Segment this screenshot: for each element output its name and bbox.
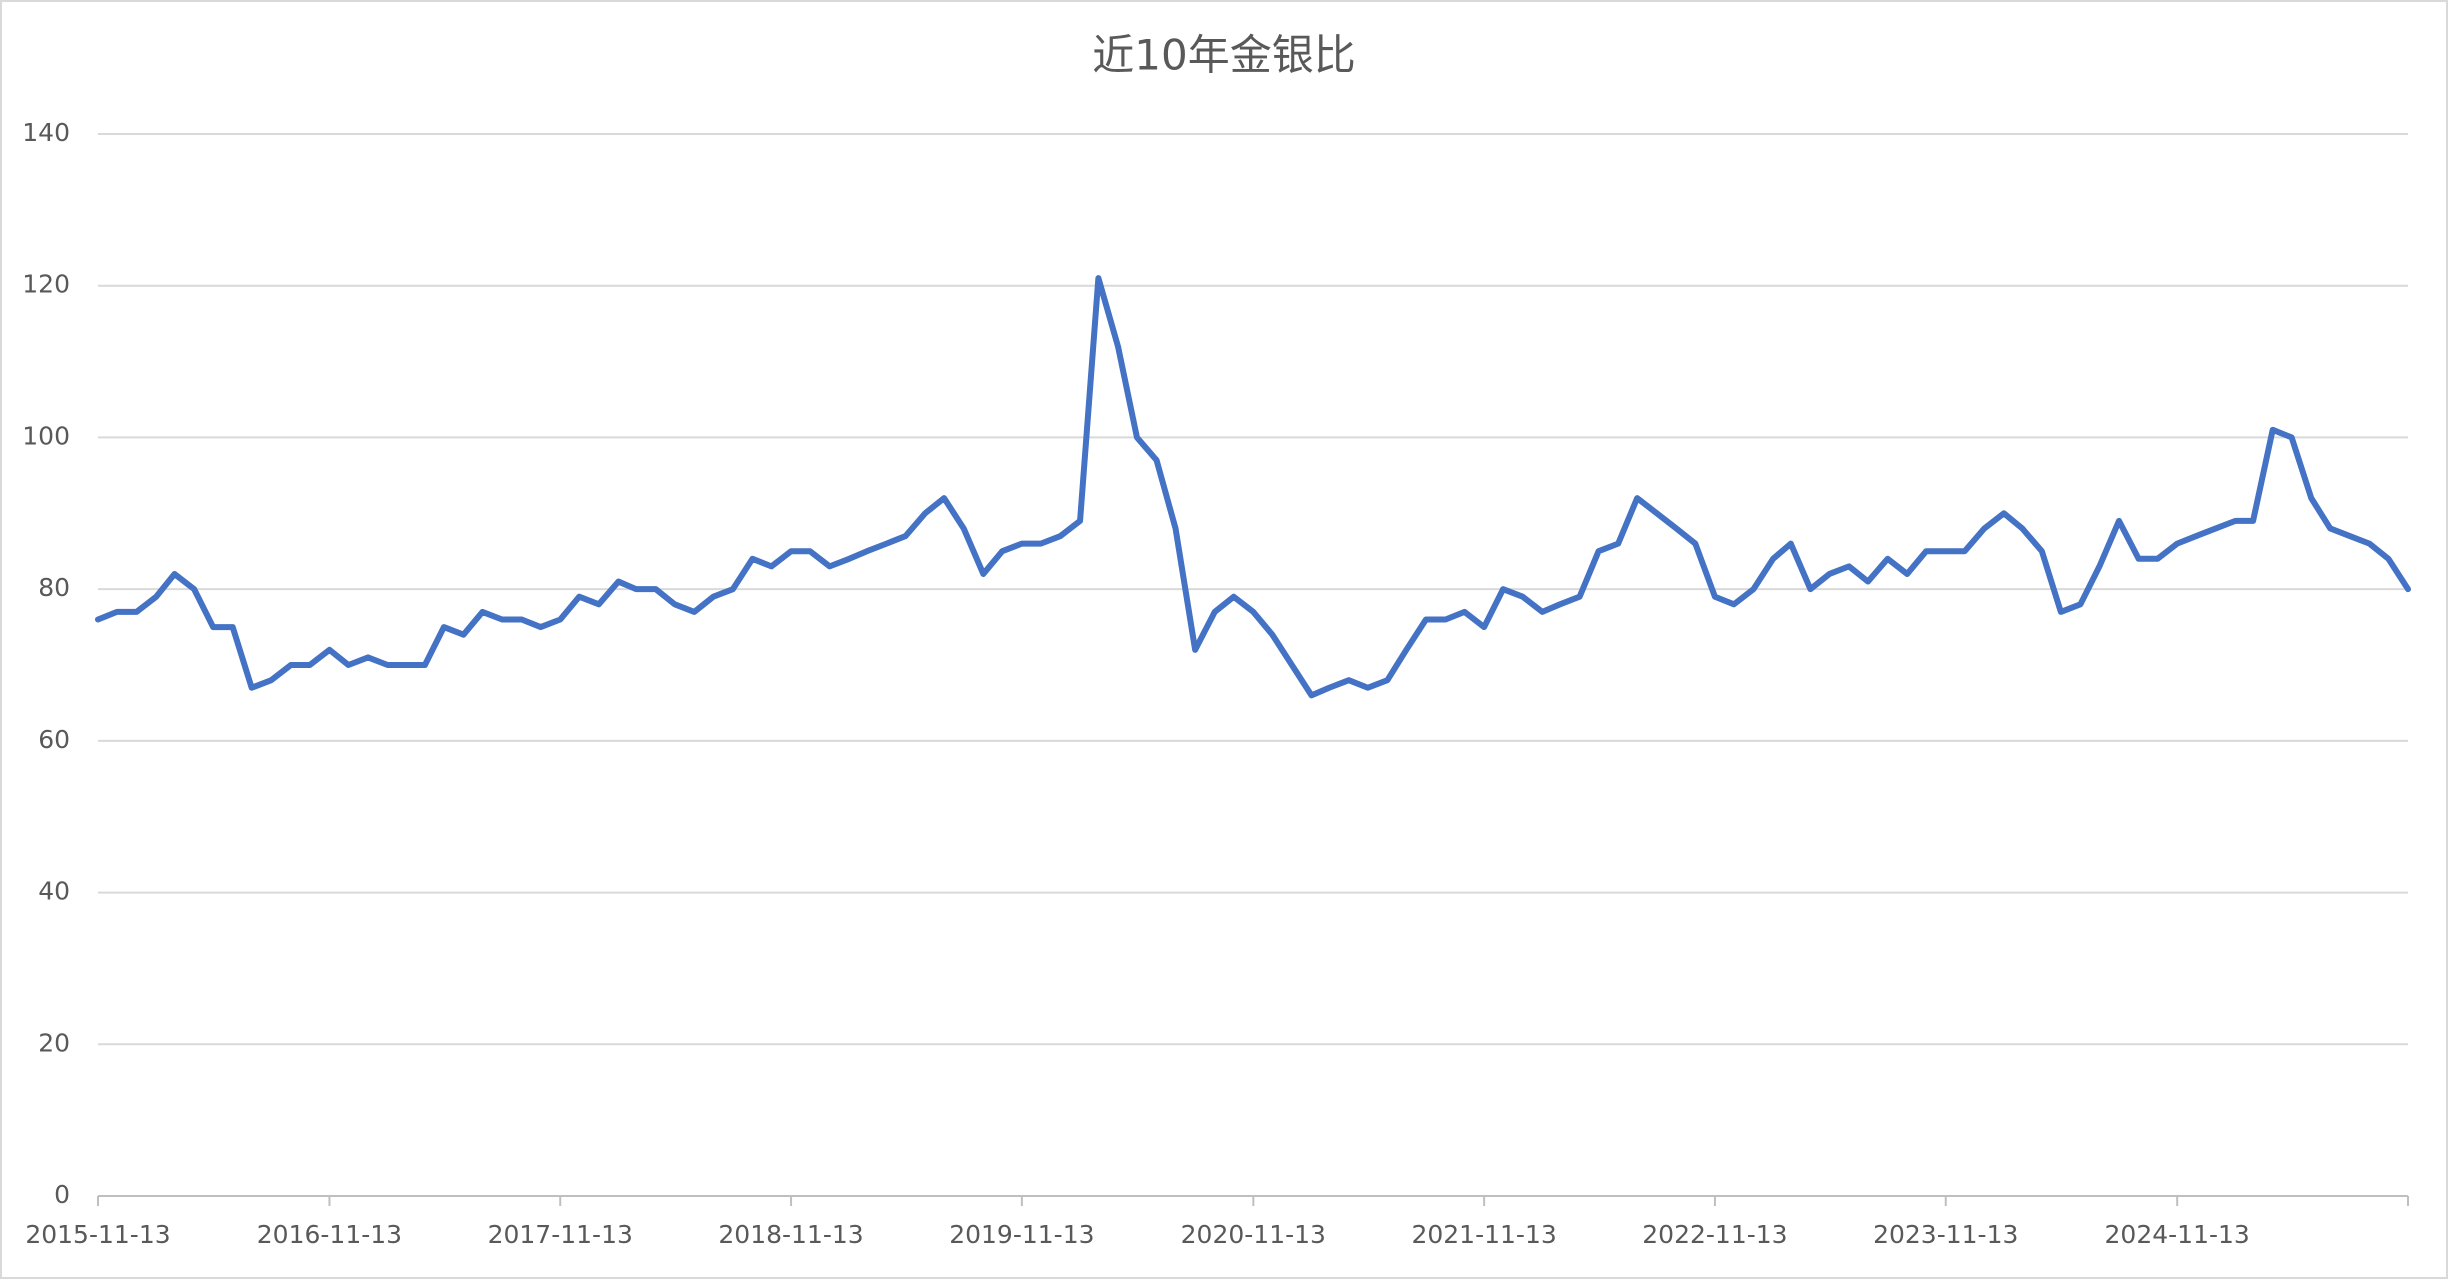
x-tick-label: 2022-11-13: [1642, 1220, 1787, 1249]
y-tick-label: 120: [22, 270, 70, 299]
x-tick-label: 2020-11-13: [1181, 1220, 1326, 1249]
x-tick-label: 2023-11-13: [1873, 1220, 2018, 1249]
y-tick-label: 20: [38, 1028, 70, 1057]
y-tick-label: 60: [38, 725, 70, 754]
x-tick-label: 2017-11-13: [488, 1220, 633, 1249]
y-tick-label: 0: [54, 1180, 70, 1209]
x-tick-label: 2019-11-13: [949, 1220, 1094, 1249]
x-tick-label: 2015-11-13: [25, 1220, 170, 1249]
y-tick-label: 100: [22, 421, 70, 450]
y-tick-label: 140: [22, 118, 70, 147]
data-line: [95, 275, 2411, 699]
x-tick-label: 2024-11-13: [2105, 1220, 2250, 1249]
y-tick-label: 40: [38, 877, 70, 906]
x-tick-label: 2016-11-13: [257, 1220, 402, 1249]
y-tick-label: 80: [38, 573, 70, 602]
x-tick-label: 2021-11-13: [1411, 1220, 1556, 1249]
chart-title: 近10年金银比: [1092, 31, 1355, 80]
x-tick-label: 2018-11-13: [718, 1220, 863, 1249]
